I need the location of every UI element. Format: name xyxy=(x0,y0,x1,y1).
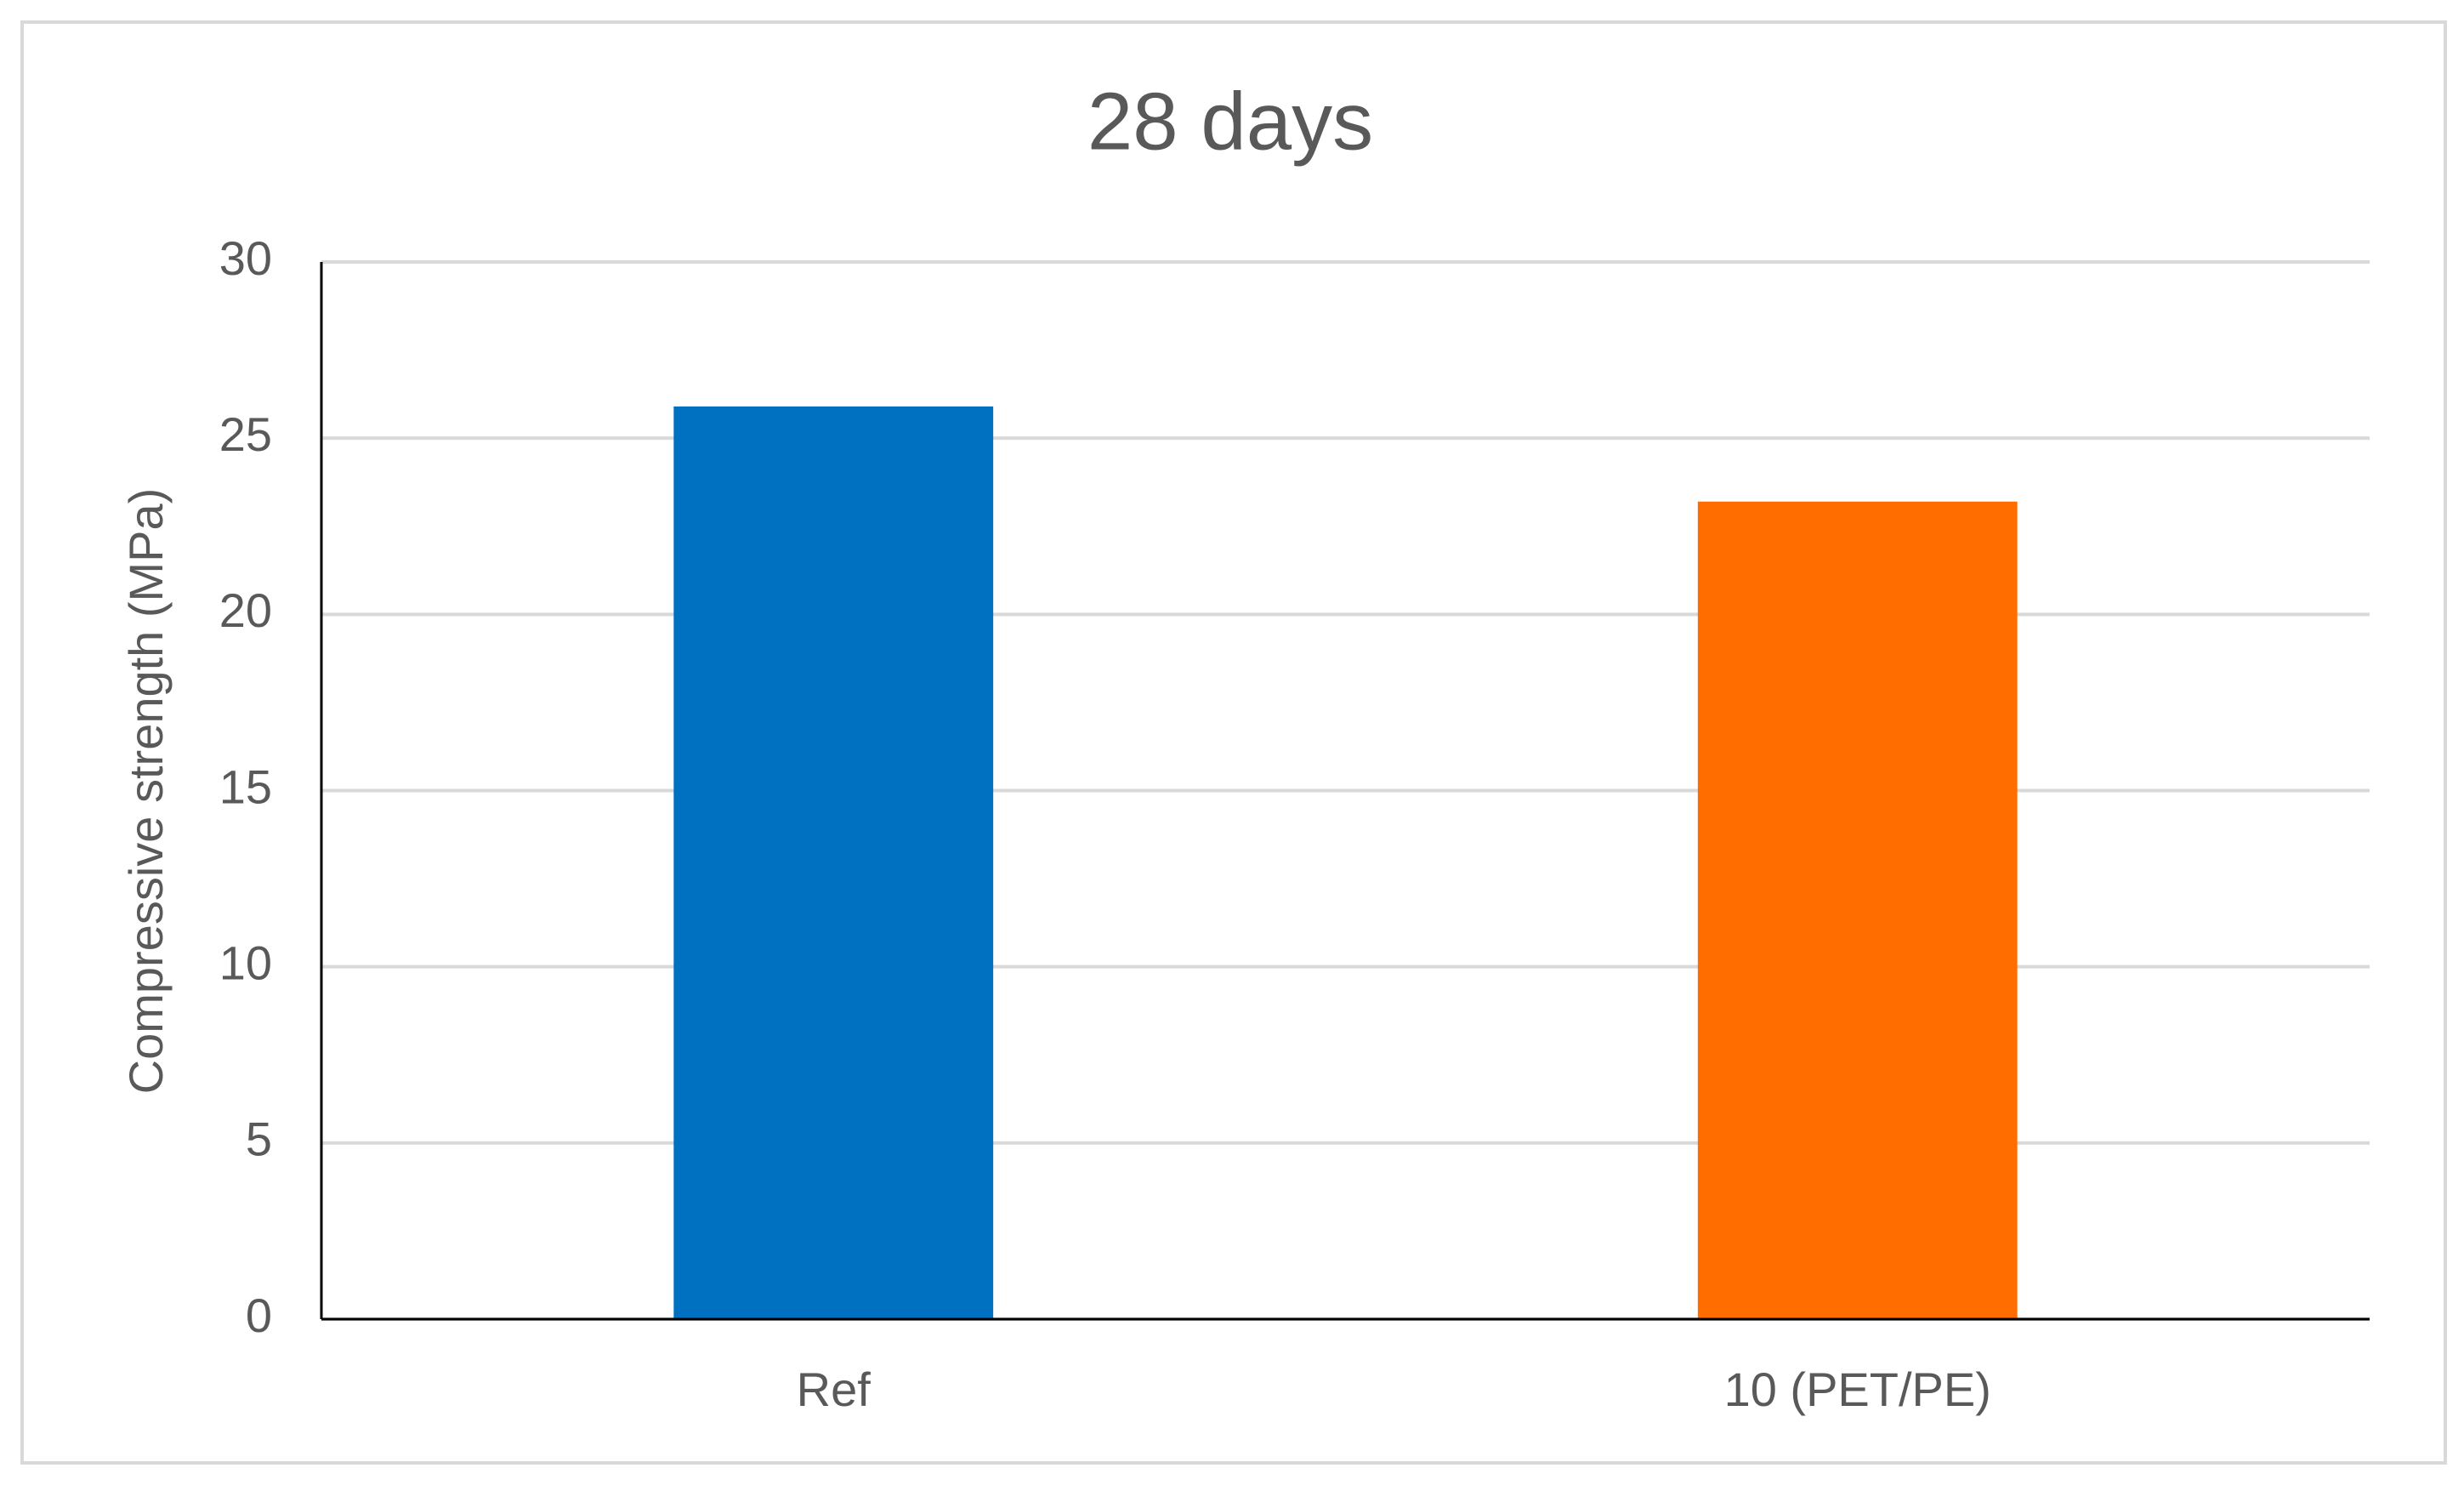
y-tick-label: 20 xyxy=(219,583,272,637)
y-tick-label: 15 xyxy=(219,760,272,813)
y-axis-label: Compressive strength (MPa) xyxy=(119,488,173,1095)
y-tick-label: 10 xyxy=(219,936,272,989)
bar xyxy=(673,406,994,1319)
y-tick-label: 25 xyxy=(219,407,272,461)
x-tick-label: Ref xyxy=(797,1363,871,1416)
y-tick-label: 0 xyxy=(246,1289,272,1342)
y-tick-label: 5 xyxy=(246,1112,272,1166)
x-tick-label: 10 (PET/PE) xyxy=(1724,1363,1991,1416)
chart-border xyxy=(20,20,2447,1465)
bar xyxy=(1697,501,2018,1319)
y-tick-label: 30 xyxy=(219,231,272,285)
chart-title: 28 days xyxy=(1087,76,1373,167)
